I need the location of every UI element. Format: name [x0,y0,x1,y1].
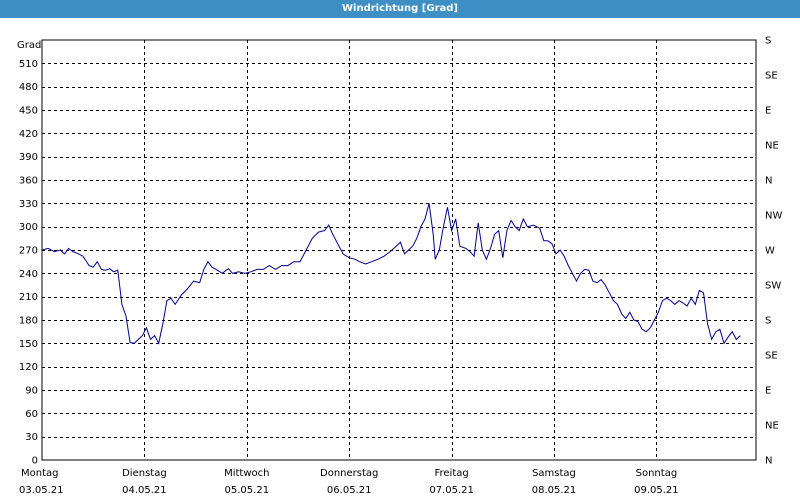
y2-tick-label: NW [765,211,782,222]
y2-tick-label: SW [765,281,781,292]
y2-tick-label: E [765,386,771,397]
y2-tick-label: NE [765,141,779,152]
y-tick-label: 150 [19,339,38,350]
x-tick-date: 06.05.21 [327,485,372,496]
y-tick-label: 90 [25,386,38,397]
x-tick-day: Sonntag [636,468,678,479]
y2-tick-label: N [765,456,772,467]
x-tick-date: 09.05.21 [634,485,679,496]
y-tick-label: 240 [19,269,38,280]
y-axis: 0 30 60 90 120 150 180 210 240 270 300 330 360 390 420… [19,59,38,467]
y2-tick-label: N [765,176,772,187]
y-tick-label: 450 [19,106,38,117]
y-tick-label: 120 [19,362,38,373]
y-tick-label: 60 [25,409,38,420]
y-tick-label: 360 [19,176,38,187]
x-tick-day: Dienstag [122,468,167,479]
y-tick-label: 390 [19,152,38,163]
series-line [41,203,741,345]
title-bar: Windrichtung [Grad] [0,0,800,18]
x-tick-day: Donnerstag [320,468,378,479]
chart-title: Windrichtung [Grad] [342,3,458,14]
y2-tick-label: E [765,106,771,117]
y-tick-label: 0 [32,456,38,467]
y-tick-label: 210 [19,292,38,303]
x-tick-date: 08.05.21 [532,485,577,496]
y2-tick-label: S [765,316,771,327]
x-tick-day: Mittwoch [224,468,269,479]
y-axis-label: Grad [17,40,41,51]
y-tick-label: 330 [19,199,38,210]
y2-tick-label: W [765,246,775,257]
y-tick-label: 480 [19,82,38,93]
y2-tick-label: SE [765,71,778,82]
y-tick-label: 420 [19,129,38,140]
y-tick-label: 300 [19,222,38,233]
x-tick-date: 04.05.21 [122,485,167,496]
x-axis: Montag 03.05.21 Dienstag 04.05.21 Mittwoch 05… [19,468,679,496]
y2-tick-label: SE [765,351,778,362]
x-tick-day: Samstag [532,468,576,479]
y2-axis: N NE E SE S SW W NW N NE E SE S [765,36,782,467]
grid-lines [42,40,756,460]
y-tick-label: 270 [19,246,38,257]
y-tick-label: 510 [19,59,38,70]
x-tick-date: 03.05.21 [19,485,64,496]
y-tick-label: 30 [25,432,38,443]
x-tick-day: Freitag [434,468,468,479]
x-tick-day: Montag [21,468,58,479]
x-tick-date: 05.05.21 [225,485,270,496]
x-tick-date: 07.05.21 [429,485,474,496]
y-tick-label: 180 [19,316,38,327]
y2-tick-label: NE [765,421,779,432]
y2-tick-label: S [765,36,771,47]
